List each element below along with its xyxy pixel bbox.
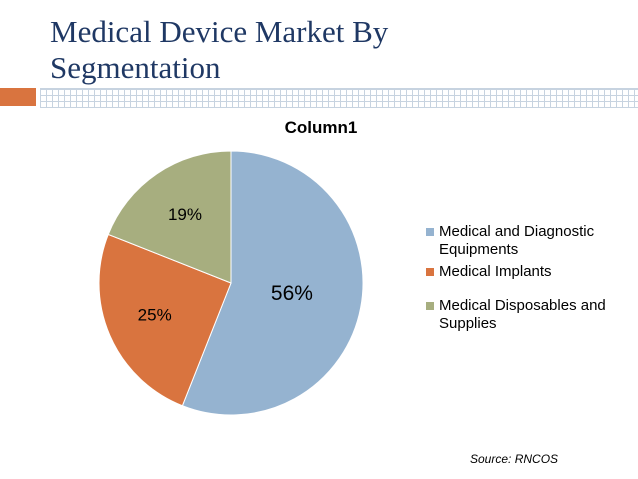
slide-title-line-1: Medical Device Market By	[50, 14, 389, 49]
legend-item-implants: Medical Implants	[422, 263, 622, 297]
pie-label-implants: 25%	[138, 306, 172, 325]
source-note: Source: RNCOS	[470, 452, 559, 466]
legend-item-equipments: Medical and Diagnostic Equipments	[422, 223, 622, 263]
legend-swatch-disposables	[426, 302, 434, 310]
pie-label-disposables: 19%	[168, 205, 202, 224]
slide-title-line-2: Segmentation	[50, 50, 221, 85]
legend: Medical and Diagnostic Equipments Medica…	[422, 223, 622, 337]
legend-item-disposables: Medical Disposables and Supplies	[422, 297, 622, 337]
slide-title: Medical Device Market By Segmentation	[50, 14, 610, 86]
accent-bar	[0, 88, 36, 106]
legend-swatch-implants	[426, 268, 434, 276]
legend-swatch-equipments	[426, 228, 434, 236]
legend-label-equipments: Medical and Diagnostic Equipments	[439, 223, 595, 258]
pie-labels: 56% 25% 19%	[138, 205, 313, 325]
pie-label-equipments: 56%	[271, 282, 313, 305]
legend-label-disposables: Medical Disposables and Supplies	[439, 297, 606, 332]
pie-slices	[98, 150, 364, 416]
grid-band	[40, 88, 638, 108]
pie-slice-equipments	[181, 150, 364, 416]
pie-slice-disposables	[107, 150, 232, 284]
chart-title: Column1	[284, 118, 358, 137]
legend-label-implants: Medical Implants	[439, 263, 552, 280]
pie-slice-implants	[98, 233, 232, 407]
